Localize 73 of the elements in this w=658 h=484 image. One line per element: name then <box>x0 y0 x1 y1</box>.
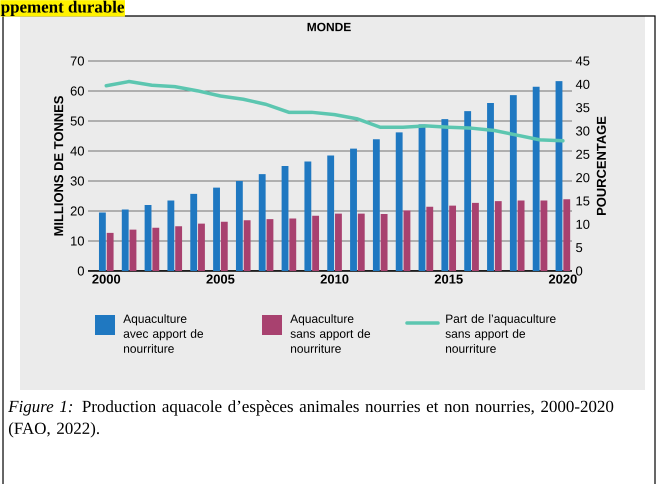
x-tick-label: 2015 <box>434 274 463 284</box>
bar <box>358 214 365 271</box>
y2-tick-label: 15 <box>576 196 590 206</box>
text: ppement durable <box>0 0 124 16</box>
bar <box>258 174 266 271</box>
bar <box>122 209 129 271</box>
bar <box>175 226 182 271</box>
x-tick-label: 2000 <box>92 274 120 284</box>
bar <box>106 232 114 271</box>
y2-axis-title: POURCENTAGE <box>596 116 606 216</box>
text: Figure 1: Production aquacole d’espèces animales nourries et non nourries, 2000-2020 (FAO, 2022). <box>8 400 614 438</box>
bar <box>532 86 540 271</box>
legend-label: Aquaculture avec apport de nourriture <box>123 314 204 353</box>
bar <box>282 166 288 271</box>
y-axis-title: MILLIONS DE TONNES <box>54 96 64 236</box>
bar <box>372 139 380 271</box>
y2-tick-label: 35 <box>576 103 590 112</box>
x-tick-label: 2005 <box>206 274 234 284</box>
bar <box>167 200 174 271</box>
y-tick-label: 0 <box>78 266 84 276</box>
x-tick-label: 2020 <box>548 274 577 284</box>
y2-tick-label: 25 <box>576 150 590 159</box>
bar <box>304 161 312 271</box>
bar <box>130 230 136 271</box>
bar <box>472 202 479 271</box>
bar <box>464 111 472 271</box>
bar <box>494 201 502 271</box>
legend-label: Part de l’aquaculture sans apport de nourriture <box>446 314 556 353</box>
bar <box>236 180 243 271</box>
y-tick-label: 70 <box>70 56 84 66</box>
y-tick-label: 30 <box>70 176 84 186</box>
bar <box>426 206 434 271</box>
y2-tick-label: 0 <box>576 266 582 276</box>
bar <box>404 210 410 271</box>
bar <box>220 222 228 271</box>
bar <box>327 155 334 271</box>
x-tick-label: 2010 <box>320 274 348 284</box>
y2-tick-label: 5 <box>576 243 582 252</box>
y-tick-label: 10 <box>71 236 84 246</box>
y2-tick-label: 10 <box>576 220 590 229</box>
bar <box>487 102 494 271</box>
bar <box>441 119 448 271</box>
y2-tick-label: 20 <box>576 173 590 182</box>
bar <box>289 218 296 271</box>
bar <box>556 81 562 271</box>
bar <box>510 95 517 271</box>
chart-title: MONDE <box>308 22 351 32</box>
bar <box>213 188 220 271</box>
y-tick-label: 60 <box>70 86 84 96</box>
y2-tick-label: 40 <box>576 80 590 89</box>
bar <box>449 206 456 271</box>
bar <box>350 148 357 271</box>
bar <box>518 200 525 271</box>
y-tick-label: 40 <box>70 146 84 156</box>
bar <box>312 216 320 271</box>
bar <box>266 219 274 271</box>
bar <box>563 199 570 271</box>
bar <box>98 212 106 271</box>
y-tick-label: 20 <box>70 206 84 216</box>
bar <box>144 204 152 271</box>
bar <box>396 132 403 271</box>
bar <box>244 220 251 271</box>
bar <box>152 228 160 271</box>
bar <box>380 214 388 271</box>
bar <box>540 200 548 271</box>
y2-tick-label: 30 <box>576 126 590 136</box>
bar <box>335 214 342 271</box>
y-tick-label: 50 <box>70 116 84 126</box>
bar <box>190 194 198 271</box>
line-series <box>104 80 565 143</box>
y2-tick-label: 45 <box>576 56 590 66</box>
legend-label: Aquaculture sans apport de nourriture <box>290 314 370 353</box>
bar <box>198 224 205 271</box>
